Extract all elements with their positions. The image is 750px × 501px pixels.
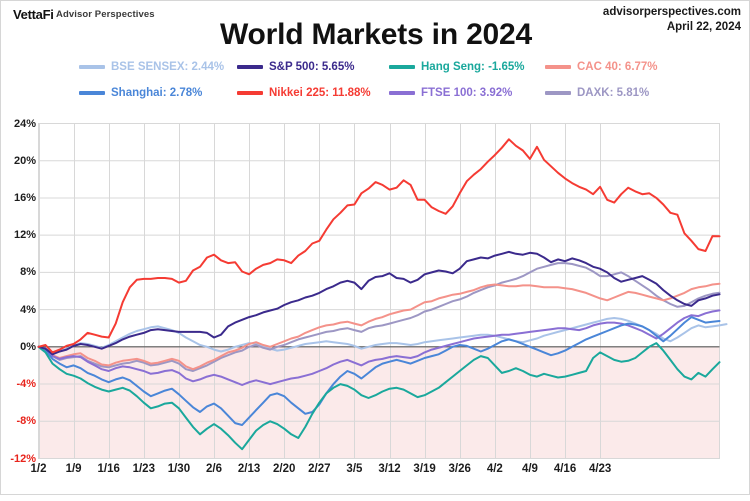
legend-label-daxk: DAXK: 5.81% [577, 87, 650, 99]
legend-swatch-hang_seng [389, 65, 415, 69]
legend-item-shanghai[interactable]: Shanghai: 2.78% [79, 87, 202, 99]
legend-label-hang_seng: Hang Seng: -1.65% [421, 61, 525, 73]
series-line-daxk[interactable] [37, 262, 721, 372]
series-line-shanghai[interactable] [37, 316, 721, 426]
legend-label-nikkei: Nikkei 225: 11.88% [269, 87, 371, 99]
legend-item-nikkei[interactable]: Nikkei 225: 11.88% [237, 87, 371, 99]
plot-border [38, 123, 720, 459]
x-axis-tick-label: 1/2 [30, 463, 47, 475]
negative-region-shading [38, 346, 720, 459]
x-axis-tick-label: 1/30 [167, 463, 191, 475]
brand-tagline: Advisor Perspectives [56, 9, 155, 20]
x-axis-labels: 1/2 1/9 1/16 1/23 1/30 2/6 2/13 2/20 2/27 3/5 3/12… [1, 463, 750, 485]
x-axis-tick-label: 4/23 [588, 463, 612, 475]
x-axis-tick-label: 2/13 [237, 463, 261, 475]
legend-item-hang_seng[interactable]: Hang Seng: -1.65% [389, 61, 525, 73]
x-axis-tick-label: 4/9 [521, 463, 538, 475]
legend-swatch-ftse100 [389, 91, 415, 95]
legend-swatch-shanghai [79, 91, 105, 95]
legend-label-cac40: CAC 40: 6.77% [577, 61, 658, 73]
y-axis-tick-label: 24% [13, 117, 36, 130]
x-axis-tick-label: 2/20 [273, 463, 296, 475]
x-axis-tick-label: 2/27 [308, 463, 331, 475]
legend-label-bse_sensex: BSE SENSEX: 2.44% [111, 61, 225, 73]
y-axis-labels: 24% 20% 16% 12% 8% 4% 0% -4% -8% -12% [1, 1, 36, 496]
legend-swatch-bse_sensex [79, 65, 105, 69]
y-axis-tick-label: 8% [20, 266, 36, 279]
series-line-nikkei[interactable] [37, 138, 721, 354]
x-axis-tick-label: 4/16 [553, 463, 577, 475]
legend-swatch-daxk [545, 91, 571, 95]
x-axis-tick-label: 1/23 [132, 463, 155, 475]
legend-label-ftse100: FTSE 100: 3.92% [421, 87, 513, 99]
legend-item-ftse100[interactable]: FTSE 100: 3.92% [389, 87, 512, 99]
legend-swatch-nikkei [237, 91, 263, 95]
brand-bar: VettaFi Advisor Perspectives advisorpers… [1, 1, 750, 33]
x-axis-tick-label: 3/12 [378, 463, 401, 475]
x-axis-tick-label: 1/16 [97, 463, 120, 475]
x-axis-tick-label: 3/26 [448, 463, 471, 475]
legend-item-cac40[interactable]: CAC 40: 6.77% [545, 61, 658, 73]
y-axis-tick-label: -12% [10, 452, 36, 465]
x-axis-tick-label: 4/2 [486, 463, 503, 475]
x-axis-tick-label: 3/19 [413, 463, 436, 475]
series-line-cac40[interactable] [37, 282, 721, 371]
y-axis-tick-label: 12% [13, 229, 36, 242]
legend-item-daxk[interactable]: DAXK: 5.81% [545, 87, 649, 99]
legend-item-bse_sensex[interactable]: BSE SENSEX: 2.44% [79, 61, 224, 73]
y-axis-tick-label: 20% [13, 154, 36, 167]
chart-legend: BSE SENSEX: 2.44% Shanghai: 2.78% S&P 500:… [79, 61, 699, 109]
legend-label-shanghai: Shanghai: 2.78% [111, 87, 203, 99]
series-line-ftse100[interactable] [37, 309, 721, 386]
y-axis-tick-label: -4% [16, 378, 36, 391]
page-title: World Markets in 2024 [219, 18, 533, 51]
legend-swatch-sp500 [237, 65, 263, 69]
legend-label-sp500: S&P 500: 5.65% [269, 61, 355, 73]
y-axis-tick-label: 16% [13, 191, 36, 204]
series-line-bse_sensex[interactable] [37, 317, 728, 355]
x-axis-tick-label: 1/9 [65, 463, 82, 475]
y-axis-tick-label: 0% [20, 340, 36, 353]
y-axis-tick-label: 4% [20, 303, 36, 316]
vettafi-logo: VettaFi [13, 7, 54, 22]
x-axis-tick-label: 3/5 [346, 463, 363, 475]
legend-swatch-cac40 [545, 65, 571, 69]
x-axis-tick-label: 2/6 [206, 463, 222, 475]
series-line-hang_seng[interactable] [37, 342, 721, 451]
series-line-sp500[interactable] [37, 250, 721, 356]
y-axis-tick-label: -8% [16, 415, 36, 428]
website-url: advisorperspectives.com [602, 6, 741, 18]
publication-date: April 22, 2024 [666, 21, 741, 33]
legend-item-sp500[interactable]: S&P 500: 5.65% [237, 61, 354, 73]
